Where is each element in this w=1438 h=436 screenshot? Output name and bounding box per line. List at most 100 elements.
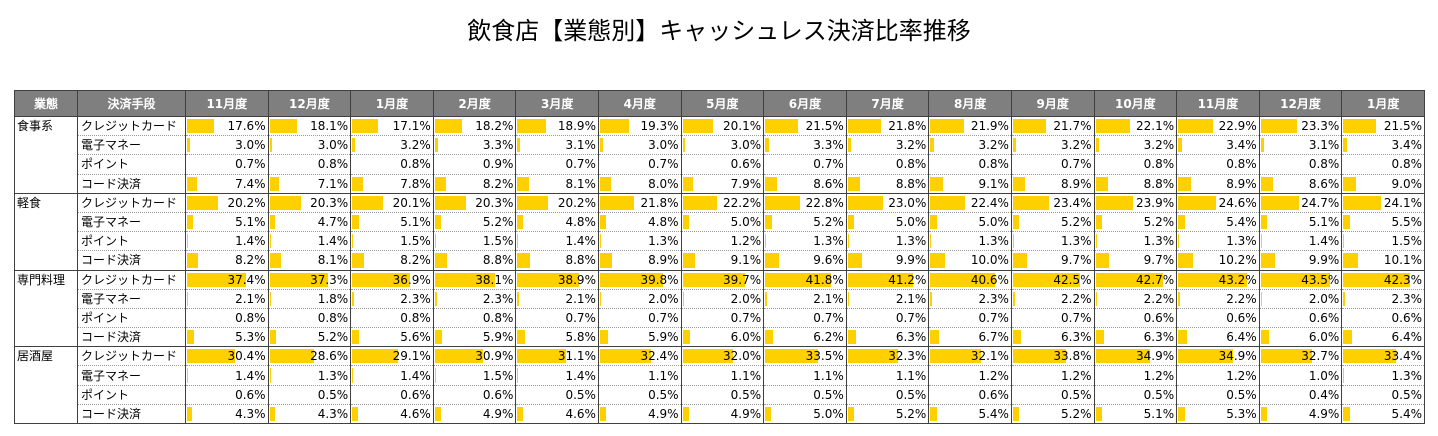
data-bar bbox=[1012, 406, 1020, 421]
value-label: 18.9% bbox=[557, 119, 596, 134]
method-cell: クレジットカード bbox=[77, 193, 186, 213]
value-label: 1.0% bbox=[1308, 368, 1340, 383]
data-bar bbox=[187, 406, 193, 421]
value-cell: 6.3% bbox=[1010, 327, 1095, 348]
value-label: 0.8% bbox=[895, 157, 927, 172]
header-month: 2月度 bbox=[432, 90, 517, 117]
value-cell: 5.2% bbox=[267, 327, 352, 348]
value-cell: 0.9% bbox=[432, 154, 517, 175]
cashless-ratio-table: 業態 決済手段 11月度 12月度 1月度 2月度 3月度 4月度 5月度 6月… bbox=[14, 90, 1425, 425]
value-cell: 2.1% bbox=[185, 289, 269, 309]
value-cell: 20.3% bbox=[267, 193, 352, 213]
value-label: 0.8% bbox=[400, 157, 431, 172]
category-cell: 軽食 bbox=[14, 193, 78, 271]
value-label: 2.1% bbox=[813, 291, 844, 306]
value-cell: 2.1% bbox=[763, 289, 847, 309]
data-bar bbox=[682, 349, 733, 364]
value-label: 30.9% bbox=[475, 349, 514, 364]
value-cell: 34.9% bbox=[1093, 346, 1178, 367]
data-bar bbox=[930, 119, 965, 134]
value-label: 23.4% bbox=[1053, 195, 1092, 210]
data-bar bbox=[682, 138, 686, 153]
value-cell: 3.2% bbox=[845, 135, 930, 156]
data-bar bbox=[930, 214, 937, 230]
value-label: 0.8% bbox=[317, 310, 349, 325]
value-label: 0.6% bbox=[1308, 310, 1340, 325]
value-label: 3.1% bbox=[1308, 138, 1340, 153]
data-bar bbox=[352, 291, 354, 306]
value-label: 20.2% bbox=[227, 195, 266, 210]
data-bar bbox=[517, 214, 524, 230]
data-bar bbox=[434, 349, 484, 364]
value-cell: 9.9% bbox=[845, 250, 930, 271]
value-cell: 33.8% bbox=[1010, 346, 1095, 367]
value-cell: 0.7% bbox=[1010, 154, 1095, 175]
data-bar bbox=[1343, 406, 1351, 421]
value-cell: 9.7% bbox=[1010, 250, 1095, 271]
header-month: 5月度 bbox=[680, 90, 765, 117]
data-bar bbox=[930, 330, 940, 345]
value-label: 0.6% bbox=[400, 387, 431, 402]
value-cell: 0.5% bbox=[763, 385, 847, 405]
value-cell: 41.8% bbox=[763, 270, 847, 290]
value-label: 18.1% bbox=[310, 119, 349, 134]
value-label: 32.3% bbox=[888, 349, 927, 364]
value-cell: 5.1% bbox=[185, 212, 269, 233]
value-cell: 4.3% bbox=[267, 404, 352, 425]
data-bar bbox=[517, 176, 529, 191]
value-cell: 0.7% bbox=[597, 154, 682, 175]
value-label: 6.2% bbox=[813, 330, 844, 345]
value-label: 0.5% bbox=[1061, 387, 1092, 402]
value-label: 1.3% bbox=[895, 234, 927, 249]
value-cell: 19.3% bbox=[597, 116, 682, 137]
value-cell: 8.9% bbox=[1010, 174, 1095, 194]
value-label: 0.6% bbox=[235, 387, 266, 402]
data-bar bbox=[1260, 176, 1273, 191]
value-label: 34.9% bbox=[1218, 349, 1257, 364]
value-cell: 3.2% bbox=[1010, 135, 1095, 156]
value-cell: 28.6% bbox=[267, 346, 352, 367]
value-cell: 1.5% bbox=[432, 365, 517, 386]
value-cell: 0.6% bbox=[1176, 308, 1260, 329]
value-label: 32.7% bbox=[1301, 349, 1340, 364]
value-cell: 20.1% bbox=[350, 193, 434, 213]
chart-title: 飲食店【業態別】キャッシュレス決済比率推移 bbox=[467, 17, 971, 45]
data-bar bbox=[930, 349, 981, 364]
data-bar bbox=[1260, 195, 1300, 210]
value-label: 24.1% bbox=[1383, 195, 1422, 210]
value-cell: 4.9% bbox=[1258, 404, 1343, 425]
value-cell: 5.0% bbox=[680, 212, 765, 233]
value-label: 2.0% bbox=[648, 291, 679, 306]
value-cell: 3.2% bbox=[350, 135, 434, 156]
table-row: コード決済 4.3% 4.3% 4.6% 4.9% 4.6% 4.9% 4.9% 5.0% 5.2… bbox=[15, 404, 1425, 425]
value-cell: 0.7% bbox=[680, 308, 765, 329]
value-cell: 0.6% bbox=[350, 385, 434, 405]
value-cell: 5.4% bbox=[928, 404, 1012, 425]
value-label: 0.7% bbox=[978, 310, 1009, 325]
value-label: 1.3% bbox=[1391, 368, 1423, 383]
data-bar bbox=[1095, 272, 1164, 287]
data-bar bbox=[930, 272, 995, 287]
value-cell: 1.5% bbox=[350, 231, 434, 252]
value-label: 1.1% bbox=[813, 368, 844, 383]
value-cell: 2.0% bbox=[1258, 289, 1343, 309]
value-cell: 3.3% bbox=[432, 135, 517, 156]
value-label: 0.7% bbox=[813, 157, 844, 172]
value-label: 8.2% bbox=[235, 253, 266, 268]
value-label: 1.3% bbox=[1226, 234, 1257, 249]
value-label: 0.7% bbox=[648, 310, 679, 325]
value-cell: 10.0% bbox=[928, 250, 1012, 271]
value-label: 0.6% bbox=[978, 387, 1009, 402]
value-cell: 5.8% bbox=[515, 327, 599, 348]
data-bar bbox=[599, 195, 634, 210]
table-row: ポイント 0.6% 0.5% 0.6% 0.6% 0.5% 0.5% 0.5% 0.5% 0.5%… bbox=[15, 385, 1425, 405]
value-cell: 42.5% bbox=[1010, 270, 1095, 290]
value-cell: 0.7% bbox=[185, 154, 269, 175]
value-label: 0.7% bbox=[565, 157, 596, 172]
value-cell: 1.3% bbox=[1010, 231, 1095, 252]
value-cell: 7.9% bbox=[680, 174, 765, 194]
value-label: 0.5% bbox=[730, 387, 762, 402]
category-cell: 専門料理 bbox=[14, 270, 78, 348]
value-cell: 20.2% bbox=[185, 193, 269, 213]
value-cell: 20.1% bbox=[680, 116, 765, 137]
